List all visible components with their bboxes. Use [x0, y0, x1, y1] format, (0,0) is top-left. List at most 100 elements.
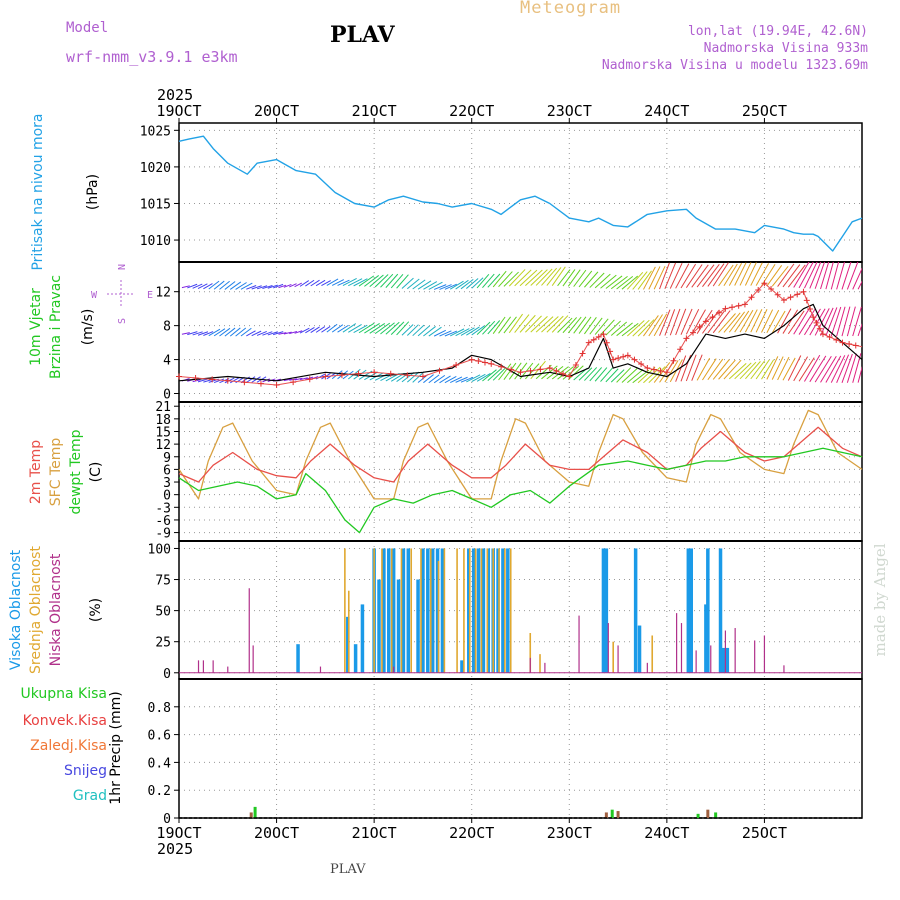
wind-barb [498, 271, 513, 288]
wind-barb [364, 275, 380, 287]
wind-barb [353, 278, 368, 287]
cloud-high-bar [377, 579, 381, 673]
sfc-temp-line [178, 409, 863, 500]
top-xtick-label: 21OCT [352, 102, 397, 120]
wind-gust-marker [807, 306, 814, 313]
wind-barb [659, 262, 670, 290]
wind-barb [208, 328, 221, 337]
wind-gust-marker [833, 336, 840, 343]
wind-gust-marker [610, 356, 617, 363]
cloud-low-bar [646, 662, 648, 673]
wind-barb [208, 280, 220, 290]
wind-gust-marker [846, 341, 853, 348]
wind-barb [541, 267, 558, 286]
precip-frame [178, 678, 863, 819]
pressure-ytick-label: 1025 [140, 124, 171, 139]
wind-barb [637, 270, 652, 290]
wind-barb [739, 361, 757, 380]
wind-gust-marker [852, 342, 859, 349]
wind-barb [610, 321, 628, 336]
bottom-xtick-label: 23OCT [547, 824, 592, 842]
wind-gust-marker [677, 346, 684, 353]
wind-gust-marker [436, 367, 443, 374]
clouds-ytick-label: 75 [155, 574, 171, 589]
wind-gust-marker [631, 356, 638, 363]
wind-barb [610, 369, 625, 383]
wind-barb [283, 378, 292, 382]
wind-barb [782, 309, 799, 334]
wind-gust-marker [192, 374, 199, 381]
cloud-high-bar [467, 548, 471, 673]
cloud-high-bar [460, 660, 464, 673]
wind-barb [246, 376, 256, 383]
wind-gust-marker [722, 305, 729, 312]
wind-barb [648, 266, 661, 290]
wind-gust-marker [508, 366, 515, 373]
wind-barb [782, 357, 796, 381]
wind-barb [691, 309, 706, 335]
clouds-ytick-label: 25 [155, 636, 171, 651]
wind-barb [814, 355, 832, 383]
wind-barb [289, 283, 297, 288]
wind-barb [728, 362, 747, 380]
wind-barb [739, 309, 754, 333]
wind-barb [321, 326, 331, 333]
wind-barb [246, 330, 256, 337]
wind-barb [278, 332, 287, 335]
wind-barb [213, 378, 225, 384]
wind-barb [793, 356, 809, 382]
wind-gust-marker [579, 350, 586, 357]
wind-barb [283, 283, 292, 288]
wind-barb [723, 359, 742, 380]
wind-barb [273, 331, 284, 336]
wind-barb [825, 262, 834, 290]
wind-barb [240, 282, 253, 290]
wind-barb [562, 365, 579, 380]
cloud-mid-bar [468, 548, 471, 673]
pressure-ytick-label: 1020 [140, 161, 171, 176]
wind-barb [675, 355, 687, 382]
wind-gust-marker [839, 339, 846, 346]
wind-barb [299, 280, 310, 287]
wind-barb [600, 319, 615, 336]
temperature-ytick-label: 0 [163, 489, 171, 504]
wind-barb [567, 269, 581, 287]
wind-barb [766, 309, 780, 333]
wind-barb [589, 272, 605, 288]
wind-barb [423, 374, 434, 384]
wind-barb [471, 325, 485, 336]
wind-barb [814, 262, 826, 289]
wind-barb [600, 274, 617, 289]
wind-barb [820, 355, 837, 383]
wind-barb [755, 309, 768, 333]
wind-barb [390, 321, 405, 335]
wind-barb [643, 315, 659, 337]
wind-barb [326, 323, 338, 333]
precip-total-bar [249, 812, 253, 818]
wind-barb [551, 266, 566, 286]
compass-north: N [117, 264, 128, 270]
wind-barb [299, 377, 308, 381]
cloud-high-bar [396, 579, 401, 673]
wind-gust-marker [475, 358, 482, 365]
wind-barb [846, 353, 857, 383]
wind-barb [744, 309, 758, 333]
wind-barb [637, 319, 655, 337]
wind-gust-marker [453, 362, 460, 369]
wind-barb [353, 324, 368, 333]
wind-barb [455, 328, 470, 337]
wind-gust-marker [355, 370, 362, 377]
wind-barb [503, 316, 517, 334]
cloud-low-bar [197, 660, 200, 673]
wind-barb [809, 355, 827, 383]
wind-barb [830, 306, 842, 337]
bottom-year-label: 2025 [157, 840, 193, 858]
wind-gust-marker [716, 309, 723, 316]
wind-barb [841, 353, 853, 383]
wind-barb [830, 355, 846, 383]
wind-barb [814, 308, 830, 336]
cloud-high-bar [496, 548, 500, 673]
wind-barb [761, 309, 774, 333]
wind-barb [187, 331, 198, 336]
